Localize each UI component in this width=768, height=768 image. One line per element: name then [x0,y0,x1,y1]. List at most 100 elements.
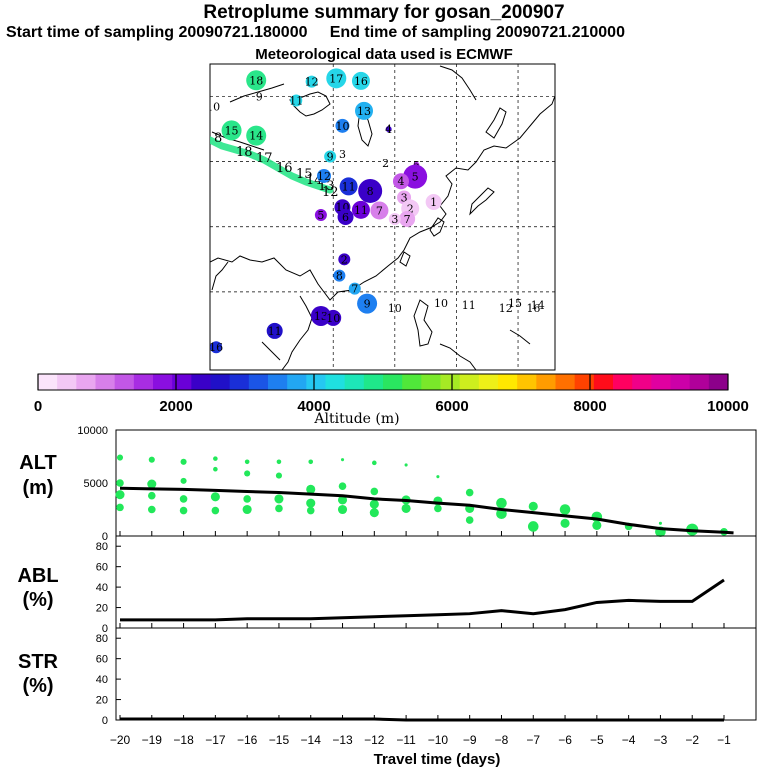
x-tick-label: −15 [269,733,290,747]
alt-scatter-point [527,521,539,532]
colorbar-swatch [76,374,96,390]
colorbar-tick-label: 8000 [573,398,606,415]
colorbar-swatch [325,374,346,390]
abl-ytick-label: 0 [102,623,108,635]
trail-label: 15 [296,167,313,182]
colorbar-tick-label: 2000 [159,398,192,415]
cluster-label: 16 [209,341,223,354]
str-ytick-label: 80 [96,633,108,645]
panel-alt: 0 5000 10000 ALT (m) [19,425,757,543]
x-tick-label: −8 [495,733,509,747]
x-tick-label: −10 [428,733,449,747]
alt-scatter-point [116,454,124,461]
alt-scatter-point [243,495,251,503]
coastline [211,261,229,291]
cluster-marker [210,341,223,354]
coastline [229,83,285,103]
colorbar-swatch [383,374,403,390]
alt-scatter-point [179,495,188,503]
alt-label: ALT [19,452,56,474]
colorbar-swatch [344,374,365,390]
colorbar-swatch [555,374,576,390]
cluster-marker [335,118,350,133]
cluster-label: 5 [412,171,419,184]
cluster-label: 9 [364,298,371,311]
alt-scatter-point [244,470,251,477]
alt-scatter-point [434,504,442,513]
alt-scatter-point [340,458,345,462]
alt-scatter-point [369,499,379,509]
cluster-label: 11 [289,94,303,107]
coastline [469,187,495,216]
alt-frame [115,429,757,537]
cluster-label: 8 [367,185,374,198]
cluster-label: 16 [526,302,540,315]
cluster-label: 10 [335,120,349,133]
x-tick-label: −12 [364,733,385,747]
x-tick-label: −18 [173,733,194,747]
coastline [509,329,531,345]
coastline [211,131,265,151]
alt-scatter-point [210,492,220,502]
colorbar: 0 2000 4000 6000 8000 10000 Altitude (m) [34,373,749,427]
cluster-marker [246,70,267,91]
colorbar-swatch [172,374,192,390]
cluster-label: 4 [385,123,392,136]
x-tick-label: −3 [654,733,668,747]
alt-scatter-point [147,491,156,500]
x-axis: −20 −19 −18 −17 −16 −15 −14 −13 −12 −11 −10 −9 −8 −7 −… [110,733,731,768]
cluster-label: 14 [249,130,263,143]
sampling-times: Start time of sampling 20090721.180000 E… [6,24,625,41]
alt-ytick-label: 10000 [77,425,108,437]
cluster-marker [357,293,378,314]
x-tick-label: −13 [332,733,353,747]
cluster-label: 11 [354,204,368,217]
coastline [399,251,411,267]
coastline [429,217,445,237]
x-tick-label: −1 [717,733,731,747]
colorbar-swatch [459,374,480,390]
x-tick-label: −4 [622,733,636,747]
cluster-label: 10 [434,297,448,310]
trail-label: 12 [322,185,339,200]
alt-ytick-label: 0 [102,531,108,543]
colorbar-swatch [153,374,173,390]
x-axis-label: Travel time (days) [374,751,501,768]
colorbar-swatch [402,374,422,390]
cluster-label: 6 [342,211,349,224]
alt-scatter-point [242,504,252,515]
cluster-marker [326,68,347,89]
coastline [439,343,477,370]
cluster-label: 10 [326,312,340,325]
str-ytick-label: 20 [96,695,108,707]
x-tick-label: −17 [205,733,226,747]
alt-scatter-point [658,521,662,525]
alt-scatter-point [560,518,570,528]
alt-scatter-point [372,460,377,466]
cluster-label: 4 [397,175,404,188]
abl-ytick-label: 40 [96,582,108,594]
alt-scatter-point [369,508,379,518]
coastline [281,295,313,370]
colorbar-swatch [57,374,77,390]
str-series-line [120,717,724,722]
cluster-label: 2 [407,203,414,216]
alt-scatter-point [180,458,187,465]
panel-abl: 0 20 40 60 80 ABL(%) [17,535,757,635]
colorbar-swatch [574,374,595,390]
cluster-marker [348,282,361,295]
cluster-label: 14 [531,299,545,312]
alt-scatter-point [404,463,408,467]
cluster-label: 13 [357,105,371,118]
alt-scatter-point [465,488,474,497]
colorbar-swatch [133,374,154,390]
alt-scatter-point [338,482,347,490]
trail-label: 16 [276,161,293,176]
cluster-label: 7 [404,213,411,226]
abl-ytick-label: 80 [96,541,108,553]
colorbar-tick-label: 10000 [707,398,749,415]
alt-scatter-point [275,504,283,513]
cluster-marker [266,322,283,339]
cluster-marker [324,150,337,163]
colorbar-swatch [593,374,614,390]
